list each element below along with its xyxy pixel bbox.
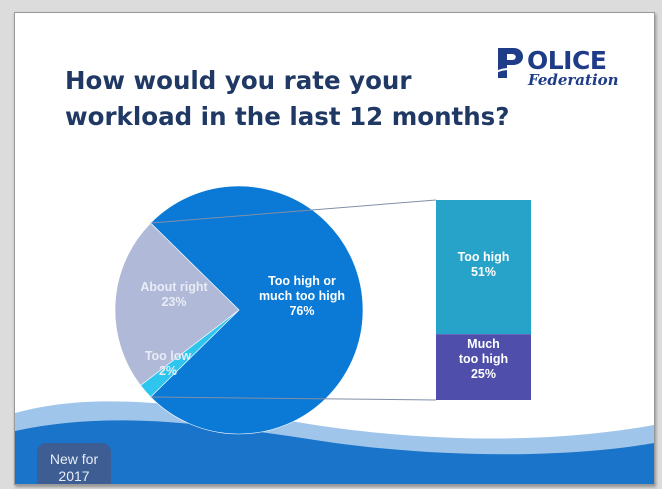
label-much-too-high-line-2: too high	[459, 352, 508, 366]
label-too-low-line-1: Too low	[145, 349, 192, 363]
label-too-low: Too low 2%	[145, 349, 192, 378]
label-too-high-or-much-too-high-line-2: much too high	[259, 289, 345, 303]
bar-segment-much-too-high	[436, 334, 531, 400]
footer-wave-front	[15, 420, 654, 484]
label-much-too-high-line-3: 25%	[471, 367, 496, 381]
label-about-right: About right 23%	[140, 280, 208, 309]
bar-segment-too-high	[436, 200, 531, 335]
slide: How would you rate your workload in the …	[14, 12, 655, 485]
police-federation-p-icon	[495, 48, 528, 78]
slide-title: How would you rate your workload in the …	[65, 63, 510, 135]
pie-slice-too-high-or-much-too-high	[150, 185, 364, 435]
police-federation-logo: OLICE Federation	[494, 46, 634, 94]
new-for-2017-badge: New for 2017	[37, 443, 111, 484]
pie-of-bar-chart: Too high or much too high 76% About right 23…	[15, 185, 654, 484]
label-too-high: Too high 51%	[458, 250, 510, 279]
logo-word-police: OLICE	[527, 46, 607, 75]
label-much-too-high-line-1: Much	[467, 337, 500, 351]
connector-line-bottom	[150, 396, 437, 401]
badge-line-1: New for	[49, 451, 99, 467]
label-about-right-line-1: About right	[140, 280, 208, 294]
label-too-low-line-2: 2%	[159, 364, 177, 378]
title-line-2: workload in the last 12 months?	[65, 102, 510, 131]
label-too-high-line-2: 51%	[471, 265, 496, 279]
label-about-right-line-2: 23%	[161, 295, 186, 309]
connector-line-top	[150, 199, 437, 224]
label-too-high-or-much-too-high-line-3: 76%	[289, 304, 314, 318]
pie-slice-about-right	[114, 222, 240, 386]
logo-word-federation: Federation	[528, 71, 619, 89]
label-too-high-or-much-too-high-line-1: Too high or	[268, 274, 336, 288]
chart-marks: Too high or much too high 76% About right 23…	[114, 185, 531, 435]
label-much-too-high: Much too high 25%	[459, 337, 508, 381]
label-too-high-line-1: Too high	[458, 250, 510, 264]
badge-line-2: 2017	[58, 468, 90, 484]
title-line-1: How would you rate your	[65, 66, 412, 95]
label-too-high-or-much-too-high: Too high or much too high 76%	[259, 274, 345, 318]
